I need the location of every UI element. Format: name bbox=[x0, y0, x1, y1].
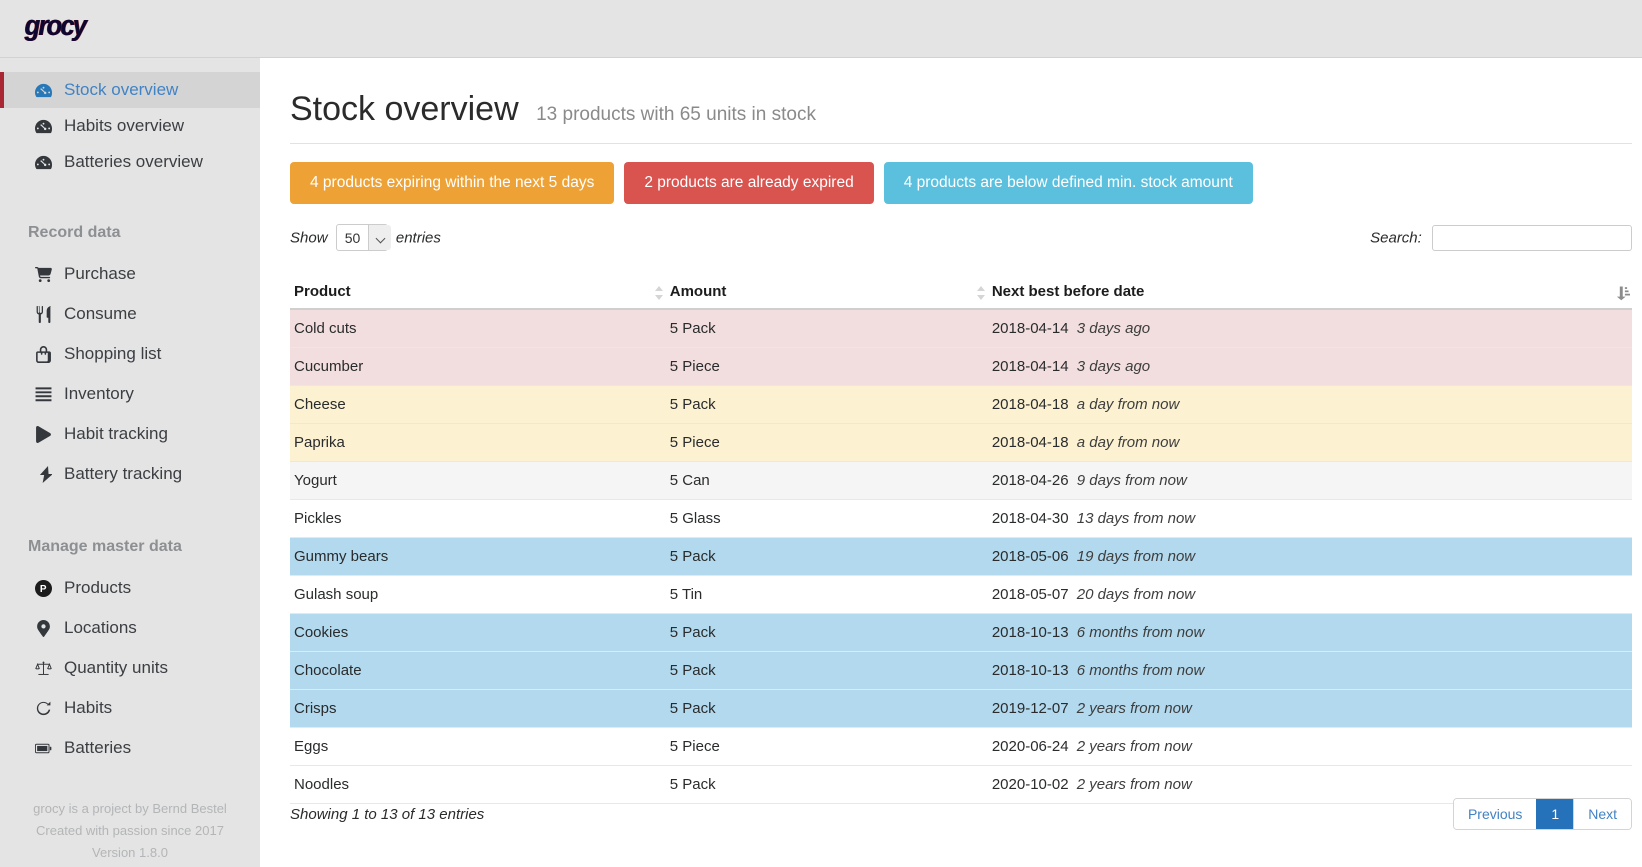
svg-text:P: P bbox=[39, 583, 46, 594]
